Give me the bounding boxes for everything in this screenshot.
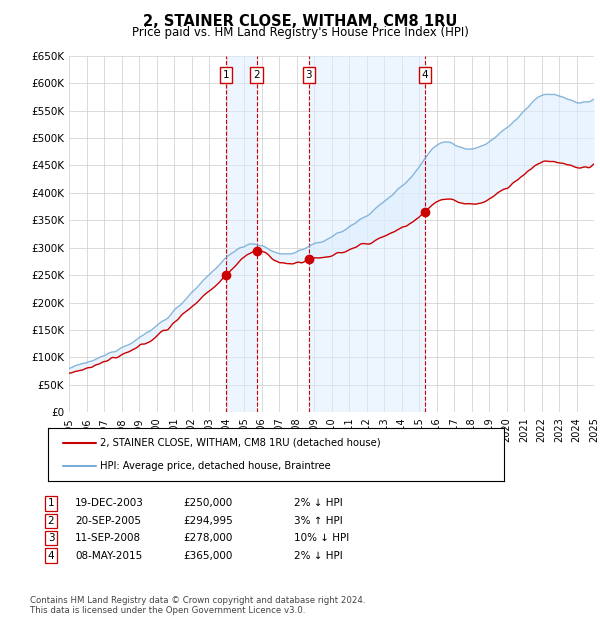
- Text: 2% ↓ HPI: 2% ↓ HPI: [294, 551, 343, 560]
- Text: Price paid vs. HM Land Registry's House Price Index (HPI): Price paid vs. HM Land Registry's House …: [131, 26, 469, 39]
- Text: 08-MAY-2015: 08-MAY-2015: [75, 551, 142, 560]
- Text: 2, STAINER CLOSE, WITHAM, CM8 1RU: 2, STAINER CLOSE, WITHAM, CM8 1RU: [143, 14, 457, 29]
- Bar: [226, 56, 257, 412]
- Text: 3: 3: [305, 71, 312, 81]
- Text: 1: 1: [223, 71, 229, 81]
- Text: 3% ↑ HPI: 3% ↑ HPI: [294, 516, 343, 526]
- Text: 11-SEP-2008: 11-SEP-2008: [75, 533, 141, 543]
- Text: £250,000: £250,000: [183, 498, 232, 508]
- Text: 1: 1: [47, 498, 55, 508]
- Text: Contains HM Land Registry data © Crown copyright and database right 2024.
This d: Contains HM Land Registry data © Crown c…: [30, 596, 365, 615]
- Text: 2, STAINER CLOSE, WITHAM, CM8 1RU (detached house): 2, STAINER CLOSE, WITHAM, CM8 1RU (detac…: [100, 438, 381, 448]
- Text: 3: 3: [47, 533, 55, 543]
- Text: 20-SEP-2005: 20-SEP-2005: [75, 516, 141, 526]
- Text: 4: 4: [47, 551, 55, 560]
- Text: HPI: Average price, detached house, Braintree: HPI: Average price, detached house, Brai…: [100, 461, 331, 471]
- Text: 2: 2: [47, 516, 55, 526]
- Text: 19-DEC-2003: 19-DEC-2003: [75, 498, 144, 508]
- Bar: [309, 56, 425, 412]
- Text: £365,000: £365,000: [183, 551, 232, 560]
- Text: 2% ↓ HPI: 2% ↓ HPI: [294, 498, 343, 508]
- Text: £278,000: £278,000: [183, 533, 232, 543]
- Text: 4: 4: [422, 71, 428, 81]
- Text: 10% ↓ HPI: 10% ↓ HPI: [294, 533, 349, 543]
- Text: 2: 2: [253, 71, 260, 81]
- Text: £294,995: £294,995: [183, 516, 233, 526]
